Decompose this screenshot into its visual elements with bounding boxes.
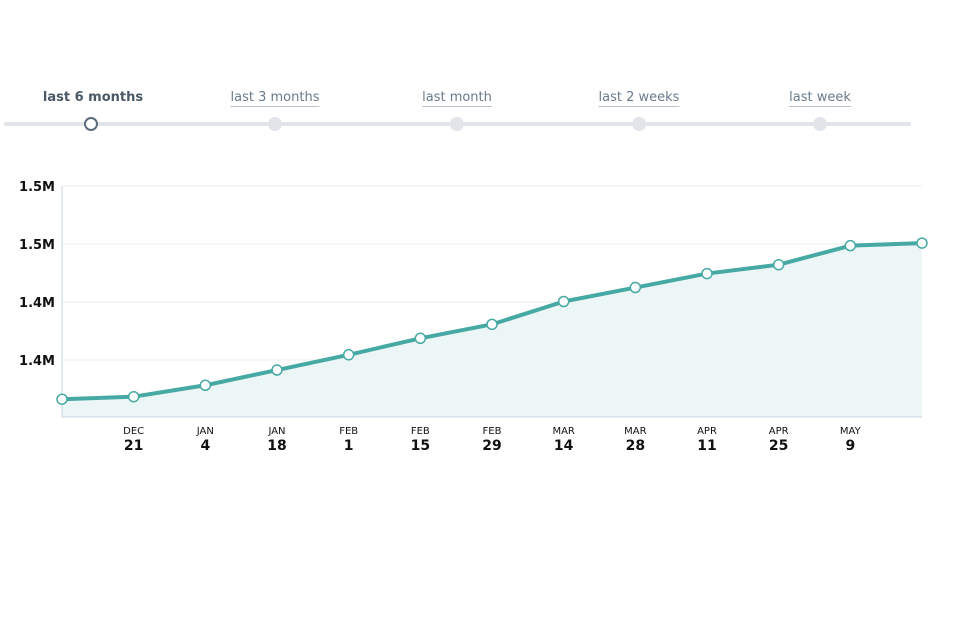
x-tick-month: MAY	[840, 426, 862, 437]
y-tick-label: 1.5M	[19, 180, 55, 195]
x-tick-day: 15	[411, 438, 430, 454]
range-option-label[interactable]: last month	[422, 90, 492, 107]
data-point	[199, 379, 212, 392]
range-option-label[interactable]: last 3 months	[230, 90, 320, 107]
x-tick-day: 11	[697, 438, 716, 454]
x-tick-month: MAR	[624, 426, 646, 437]
x-tick-day: 1	[344, 438, 354, 454]
x-tick-day: 18	[267, 438, 286, 454]
x-tick-month: FEB	[411, 426, 430, 437]
data-point	[772, 258, 785, 271]
range-handle[interactable]	[84, 117, 98, 131]
data-point	[629, 281, 642, 294]
x-tick-month: DEC	[123, 426, 144, 437]
data-point	[557, 295, 570, 308]
line-chart: 1.5M 1.5M 1.4M 1.4M DEC 21 JAN 4 JAN 18 FEB 1 FEB 15 F…	[0, 170, 962, 470]
x-tick-day: 29	[482, 438, 501, 454]
x-tick-month: JAN	[196, 426, 214, 437]
data-point	[414, 332, 427, 345]
x-tick-day: 9	[845, 438, 855, 454]
data-point	[127, 390, 140, 403]
x-tick-day: 21	[124, 438, 143, 454]
range-option-label[interactable]: last 6 months	[42, 90, 144, 105]
range-stop[interactable]	[450, 117, 464, 131]
x-tick-month: APR	[769, 426, 789, 437]
chart-svg: 1.5M1.5M1.4M1.4MDEC21JAN4JAN18FEB1FEB15F…	[19, 180, 928, 454]
data-point	[342, 349, 355, 361]
range-option-label[interactable]: last 2 weeks	[598, 90, 680, 107]
y-tick-label: 1.4M	[19, 354, 55, 369]
data-point	[271, 364, 283, 376]
range-option-label[interactable]: last week	[789, 90, 851, 107]
range-stop[interactable]	[632, 117, 646, 131]
y-tick-label: 1.5M	[19, 238, 55, 253]
x-tick-month: APR	[697, 426, 717, 437]
data-point	[486, 318, 498, 331]
x-tick-month: MAR	[552, 426, 574, 437]
data-point	[916, 237, 928, 249]
x-tick-month: FEB	[339, 426, 358, 437]
data-point	[56, 393, 68, 405]
range-stop[interactable]	[813, 117, 827, 131]
x-tick-day: 4	[200, 438, 210, 454]
x-tick-month: FEB	[483, 426, 502, 437]
range-selector: last 6 months last 3 months last month last…	[0, 80, 962, 140]
x-tick-day: 14	[554, 438, 574, 454]
x-tick-month: JAN	[267, 426, 285, 437]
x-tick-day: 28	[626, 438, 645, 454]
point-layer	[56, 237, 928, 405]
x-tick-day: 25	[769, 438, 788, 454]
axis-layer	[61, 186, 922, 418]
range-stop[interactable]	[268, 117, 282, 131]
data-point	[701, 267, 713, 280]
label-layer: 1.5M1.5M1.4M1.4MDEC21JAN4JAN18FEB1FEB15F…	[19, 180, 862, 454]
data-point	[844, 239, 857, 252]
y-tick-label: 1.4M	[19, 296, 55, 311]
